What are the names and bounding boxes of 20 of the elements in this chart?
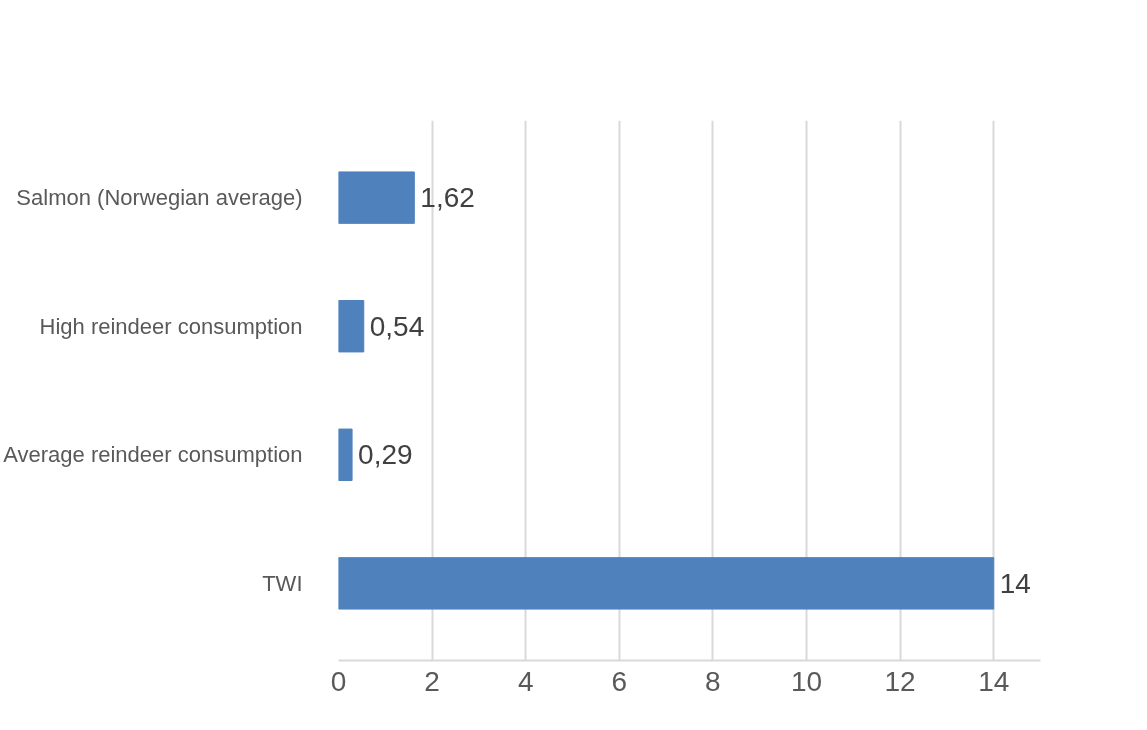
x-tick-label: 6	[611, 665, 628, 697]
bar	[338, 171, 415, 224]
bar	[338, 300, 365, 353]
y-tick-label: Average reindeer consumption	[3, 442, 303, 468]
y-tick-label: High reindeer consumption	[39, 313, 303, 339]
x-tick-label: 10	[790, 665, 823, 697]
x-tick-label: 12	[884, 665, 916, 697]
y-tick-label: TWI	[262, 570, 303, 596]
x-tick-label: 2	[424, 665, 440, 697]
data-label: 1,62	[420, 182, 475, 214]
data-label: 0,54	[369, 310, 425, 342]
x-tick-label: 0	[330, 665, 347, 697]
data-label: 14	[999, 567, 1031, 599]
y-tick-label: Salmon (Norwegian average)	[16, 185, 303, 211]
bar	[338, 428, 353, 481]
x-tick-label: 14	[978, 665, 1010, 697]
x-tick-label: 8	[705, 665, 721, 697]
data-label: 0,29	[358, 439, 413, 471]
x-tick-label: 4	[517, 665, 534, 697]
bar	[338, 557, 995, 610]
